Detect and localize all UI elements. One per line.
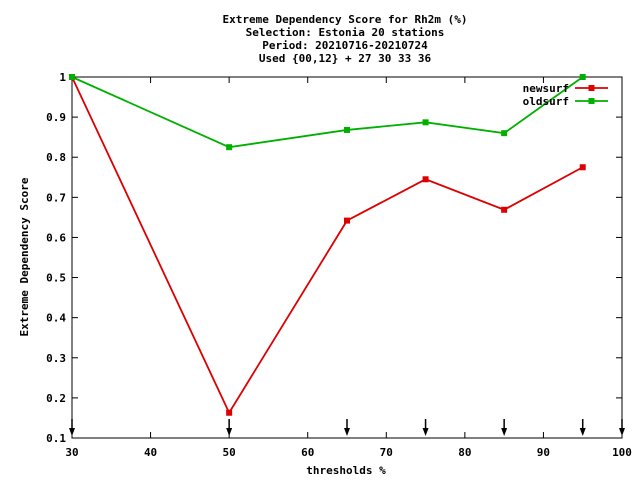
y-tick-label: 0.1 xyxy=(46,432,66,445)
threshold-arrow-head xyxy=(619,428,625,436)
x-axis: 30 40 50 60 70 80 90 100 xyxy=(65,77,632,459)
y-axis: 0.1 0.2 0.3 0.4 0.5 0.6 0.7 0.8 0.9 1 xyxy=(46,71,622,445)
y-axis-label: Extreme Dependency Score xyxy=(18,177,31,336)
x-tick-label: 30 xyxy=(65,446,78,459)
y-tick-label: 1 xyxy=(59,71,66,84)
data-point-newsurf xyxy=(422,176,429,183)
threshold-arrow-head xyxy=(226,428,233,436)
data-point-oldsurf xyxy=(422,119,429,126)
threshold-arrow-head xyxy=(344,428,350,436)
x-tick-label: 100 xyxy=(612,446,632,459)
y-tick-label: 0.5 xyxy=(46,272,66,285)
series-line-newsurf xyxy=(71,76,584,415)
data-point-oldsurf xyxy=(579,74,586,80)
x-tick-label: 40 xyxy=(144,446,157,459)
title-line-4: Used {00,12} + 27 30 33 36 xyxy=(259,52,432,65)
y-tick-label: 0.2 xyxy=(46,392,66,405)
data-point-oldsurf xyxy=(344,126,350,133)
legend-marker xyxy=(588,85,595,91)
data-point-oldsurf xyxy=(69,74,75,80)
y-tick-label: 0.9 xyxy=(46,111,66,124)
threshold-arrow-head xyxy=(501,428,508,436)
data-point-oldsurf xyxy=(226,144,233,151)
x-axis-label: thresholds % xyxy=(306,464,386,477)
y-tick-label: 0.4 xyxy=(46,312,66,325)
threshold-arrow-head xyxy=(579,428,586,436)
series-line-oldsurf xyxy=(71,76,584,149)
legend-marker xyxy=(588,98,595,104)
y-tick-label: 0.3 xyxy=(46,352,66,365)
threshold-arrow-head xyxy=(422,428,429,436)
x-tick-label: 70 xyxy=(380,446,393,459)
data-point-newsurf xyxy=(344,217,350,224)
data-point-newsurf xyxy=(579,164,586,171)
y-tick-label: 0.6 xyxy=(46,231,66,244)
x-tick-label: 50 xyxy=(223,446,236,459)
legend-label: oldsurf xyxy=(523,95,569,108)
x-tick-label: 80 xyxy=(458,446,471,459)
chart-title: Extreme Dependency Score for Rh2m (%) Se… xyxy=(222,13,467,65)
data-point-newsurf xyxy=(226,409,233,416)
threshold-arrow-head xyxy=(69,428,75,436)
data-point-newsurf xyxy=(501,206,508,213)
legend-label: newsurf xyxy=(523,82,569,95)
title-line-3: Period: 20210716-20210724 xyxy=(262,39,428,52)
x-tick-label: 90 xyxy=(537,446,550,459)
y-tick-label: 0.7 xyxy=(46,191,66,204)
x-tick-label: 60 xyxy=(301,446,314,459)
data-series xyxy=(69,74,586,416)
title-line-1: Extreme Dependency Score for Rh2m (%) xyxy=(222,13,467,26)
y-tick-label: 0.8 xyxy=(46,151,66,164)
data-point-oldsurf xyxy=(501,130,508,137)
plot-border xyxy=(71,76,623,439)
threshold-markers xyxy=(69,419,625,436)
title-line-2: Selection: Estonia 20 stations xyxy=(246,26,445,39)
